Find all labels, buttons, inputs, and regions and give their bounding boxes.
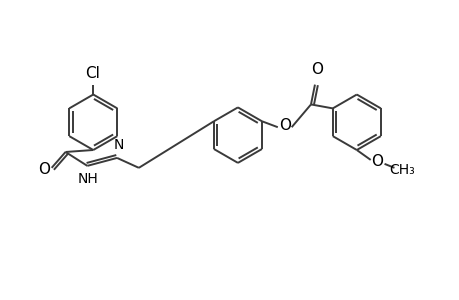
Text: O: O [371, 154, 383, 169]
Text: Cl: Cl [84, 66, 100, 81]
Text: O: O [278, 118, 290, 133]
Text: CH₃: CH₃ [389, 163, 414, 177]
Text: O: O [38, 162, 50, 177]
Text: N: N [113, 138, 124, 152]
Text: NH: NH [78, 172, 99, 186]
Text: O: O [310, 62, 322, 77]
